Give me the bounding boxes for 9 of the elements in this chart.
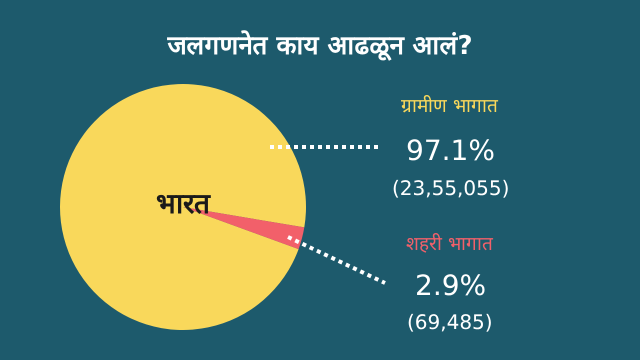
chart-title: जलगणनेत काय आढळून आलं? — [166, 30, 473, 62]
slice-label: शहरी भागात — [406, 232, 494, 255]
data-label: 2.9% — [415, 269, 486, 302]
text: (69,485) — [407, 310, 493, 334]
text: भारत — [156, 187, 211, 220]
slice-label: ग्रामीण भागात — [401, 94, 500, 117]
data-label: 97.1% — [406, 134, 495, 167]
pie-slice — [60, 84, 306, 330]
text: (23,55,055) — [392, 176, 510, 200]
